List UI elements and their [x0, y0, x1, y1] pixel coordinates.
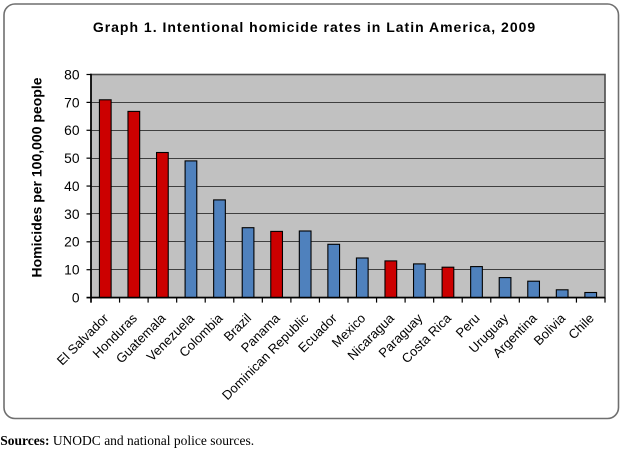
svg-text:20: 20: [64, 235, 80, 250]
svg-text:70: 70: [64, 95, 80, 110]
svg-text:Graph 1. Intentional homicide: Graph 1. Intentional homicide rates in L…: [93, 19, 536, 35]
svg-text:60: 60: [64, 123, 80, 138]
svg-text:Sources: UNODC and national po: Sources: UNODC and national police sourc…: [0, 433, 254, 448]
svg-text:Homicides per 100,000 people: Homicides per 100,000 people: [29, 77, 45, 277]
svg-text:40: 40: [64, 179, 80, 194]
svg-text:10: 10: [64, 263, 80, 278]
svg-text:30: 30: [64, 207, 80, 222]
svg-text:50: 50: [64, 151, 80, 166]
svg-text:80: 80: [64, 67, 80, 82]
svg-text:0: 0: [72, 291, 80, 306]
